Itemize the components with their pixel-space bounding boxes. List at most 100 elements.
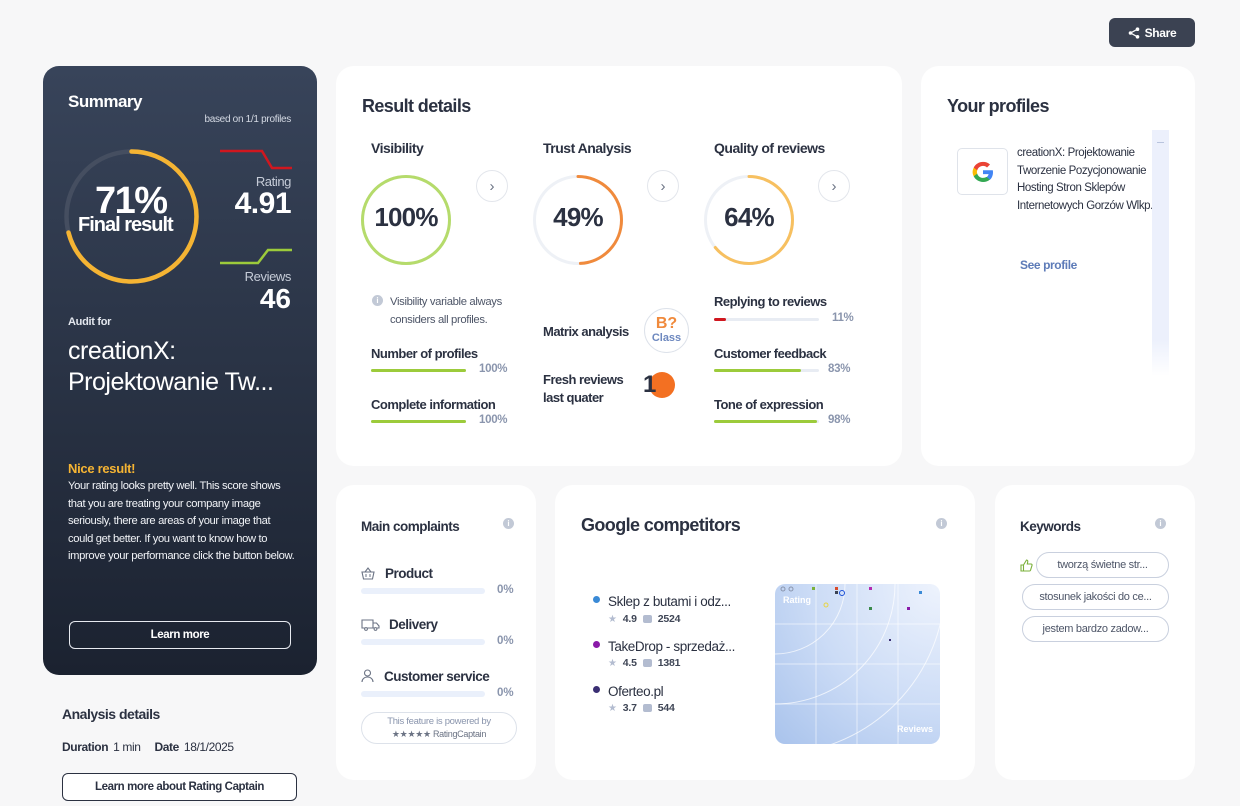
reviews-label: Reviews: [244, 269, 292, 284]
tone-value: 98%: [828, 414, 851, 426]
competitor-reviews: 544: [657, 702, 675, 714]
final-result-percent: 71%: [95, 180, 168, 222]
profiles-scrollbar[interactable]: [1152, 130, 1169, 376]
star-icon: ★: [608, 702, 617, 714]
competitor-name[interactable]: Oferteo.pl: [608, 684, 664, 699]
main-complaints-title: Main complaints: [361, 519, 460, 534]
quality-details-button[interactable]: ›: [818, 170, 850, 202]
complaint-label: Delivery: [389, 617, 438, 632]
thumbs-up-icon: [1020, 559, 1033, 572]
your-profiles-card: Your profiles creationX: Projektowanie T…: [921, 66, 1195, 466]
trust-details-button[interactable]: ›: [647, 170, 679, 202]
reviews-value: 46: [259, 283, 291, 314]
competitor-name[interactable]: Sklep z butami i odz...: [608, 594, 731, 609]
share-icon: [1128, 26, 1139, 39]
competitor-dot: [593, 641, 600, 648]
keyword-pill[interactable]: stosunek jakości do ce...: [1022, 584, 1169, 610]
summary-card: Summary based on 1/1 profiles 71% Final …: [43, 66, 317, 675]
see-profile-link[interactable]: See profile: [1020, 258, 1077, 272]
trust-analysis-title: Trust Analysis: [543, 140, 632, 156]
rating-label: Rating: [255, 174, 292, 189]
visibility-details-button[interactable]: ›: [476, 170, 508, 202]
competitor-meta: ★ 3.7 544: [608, 702, 675, 714]
chat-icon: [642, 704, 652, 712]
date-label: Date: [154, 740, 180, 754]
keyword-pill[interactable]: tworzą świetne str...: [1036, 552, 1169, 578]
share-label: Share: [1144, 25, 1177, 40]
result-details-card: Result details Visibility 100% › Trust A…: [336, 66, 902, 466]
duration-label: Duration: [62, 740, 109, 754]
stars-icon: ★★★★★: [391, 729, 433, 739]
complaint-value: 0%: [497, 584, 514, 596]
keyword-pill[interactable]: jestem bardzo zadow...: [1022, 616, 1169, 642]
learn-more-rating-captain-button[interactable]: Learn more about Rating Captain: [62, 773, 297, 801]
info-icon[interactable]: i: [936, 518, 947, 529]
plot-markers: [780, 586, 922, 641]
complaint-value: 0%: [497, 635, 514, 647]
visibility-percent: 100%: [374, 202, 438, 232]
complaint-value: 0%: [497, 687, 514, 699]
complaint-bar: [361, 639, 485, 645]
matrix-class-label: Class: [651, 332, 682, 344]
competitor-name[interactable]: TakeDrop - sprzedaż...: [608, 639, 736, 654]
competitors-scatter-plot: Rating Reviews: [775, 584, 940, 744]
scrollbar-thumb-marker: [1157, 142, 1164, 143]
star-icon: ★: [608, 613, 617, 625]
google-competitors-title: Google competitors: [581, 515, 741, 535]
competitor-dot: [593, 596, 600, 603]
main-complaints-card: Main complaints i Product 0% Delivery 0%…: [336, 485, 536, 780]
competitor-reviews: 2524: [657, 613, 681, 625]
learn-more-button[interactable]: Learn more: [69, 621, 291, 649]
quality-gauge: [704, 175, 794, 265]
basket-icon: [361, 567, 375, 580]
info-icon: i: [372, 295, 383, 306]
info-icon[interactable]: i: [503, 518, 514, 529]
competitor-meta: ★ 4.9 2524: [608, 613, 681, 625]
tone-of-expression-label: Tone of expression: [714, 397, 824, 412]
final-result-label: Final result: [78, 214, 174, 236]
date-value: 18/1/2025: [183, 740, 234, 754]
nice-result-text: Your rating looks pretty well. This scor…: [68, 480, 295, 562]
matrix-grade: B?: [655, 315, 678, 332]
replying-bar: [714, 318, 819, 321]
customer-feedback-value: 83%: [828, 363, 851, 375]
number-of-profiles-bar: [371, 369, 466, 372]
google-logo-icon: [972, 161, 993, 182]
competitor-rating: 4.5: [622, 657, 637, 669]
complete-information-value: 100%: [479, 414, 508, 426]
keywords-title: Keywords: [1020, 519, 1081, 534]
final-result-ring: [64, 149, 199, 284]
fresh-reviews-label: Fresh reviews last quater: [543, 372, 624, 405]
visibility-gauge: [361, 175, 451, 265]
competitor-rating: 3.7: [622, 702, 637, 714]
your-profiles-title: Your profiles: [947, 96, 1049, 116]
trust-analysis-gauge: [533, 175, 623, 265]
google-logo-box: [957, 148, 1008, 195]
profile-name: creationX: Projektowanie Tworzenie Pozyc…: [1017, 147, 1153, 213]
fresh-reviews-value: 1: [643, 371, 657, 398]
powered-by-text: This feature is powered by: [387, 716, 491, 727]
chat-icon: [642, 615, 652, 623]
rating-value: 4.91: [234, 187, 292, 220]
chevron-right-icon: ›: [831, 177, 837, 195]
competitor-meta: ★ 4.5 1381: [608, 657, 681, 669]
share-button[interactable]: Share: [1109, 18, 1195, 47]
number-of-profiles-label: Number of profiles: [371, 346, 478, 361]
keywords-card: Keywords i tworzą świetne str... stosune…: [995, 485, 1195, 780]
complaint-label: Customer service: [384, 669, 490, 684]
result-details-title: Result details: [362, 96, 471, 116]
audit-company-name: creationX: Projektowanie Tw...: [68, 337, 274, 396]
customer-feedback-bar: [714, 369, 819, 372]
complaint-bar: [361, 588, 485, 594]
audit-for-label: Audit for: [68, 316, 112, 328]
fresh-reviews-dot: [649, 372, 675, 398]
info-icon[interactable]: i: [1155, 518, 1166, 529]
analysis-details-row: Duration 1 min Date 18/1/2025: [62, 740, 234, 754]
matrix-class-badge: B? Class: [644, 308, 689, 353]
nice-result-title: Nice result!: [68, 461, 136, 476]
number-of-profiles-value: 100%: [479, 363, 508, 375]
complete-information-label: Complete information: [371, 397, 496, 412]
competitor-reviews: 1381: [657, 657, 681, 669]
replying-to-reviews-label: Replying to reviews: [714, 294, 827, 309]
complete-information-bar: [371, 420, 466, 423]
